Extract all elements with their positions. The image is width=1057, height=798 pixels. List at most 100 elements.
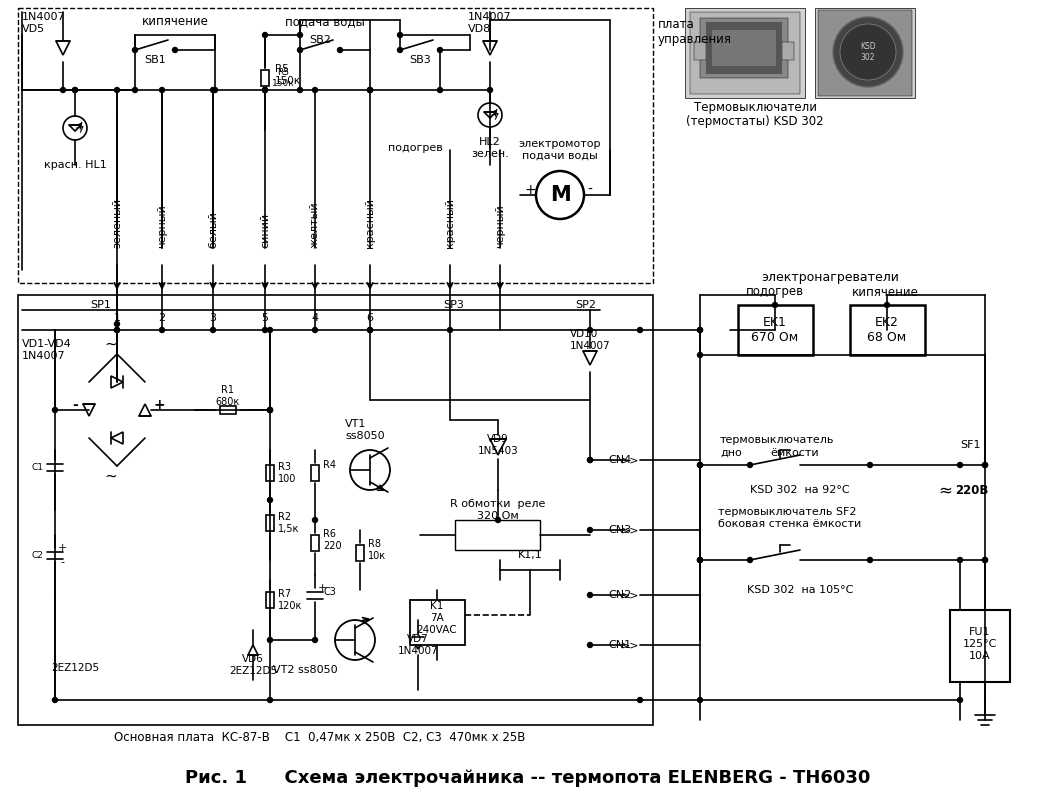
Bar: [685, 8, 805, 98]
Text: 2: 2: [159, 313, 166, 323]
Bar: [356, 545, 364, 561]
Circle shape: [73, 88, 77, 93]
Circle shape: [637, 327, 643, 333]
Circle shape: [698, 697, 703, 702]
Text: 3: 3: [209, 313, 217, 323]
Circle shape: [212, 88, 218, 93]
Circle shape: [368, 88, 372, 93]
Text: VD6
2EZ12D5: VD6 2EZ12D5: [229, 654, 277, 676]
Bar: [18, 8, 653, 283]
Text: VT2 ss8050: VT2 ss8050: [273, 665, 337, 675]
Circle shape: [698, 353, 703, 358]
Circle shape: [160, 327, 165, 333]
Circle shape: [397, 48, 403, 53]
Bar: [706, 22, 782, 74]
Circle shape: [160, 88, 165, 93]
Text: R5
150к: R5 150к: [275, 64, 301, 86]
Circle shape: [868, 558, 872, 563]
Bar: [690, 12, 800, 94]
Text: R1
680к: R1 680к: [216, 385, 240, 407]
Text: KSD 302  на 105°С: KSD 302 на 105°С: [747, 585, 853, 595]
Circle shape: [840, 24, 896, 80]
Circle shape: [262, 88, 267, 93]
Bar: [818, 10, 912, 96]
Bar: [700, 18, 789, 78]
Text: VD7
1N4007: VD7 1N4007: [397, 634, 439, 656]
Text: подогрев: подогрев: [746, 286, 804, 298]
Circle shape: [267, 497, 273, 503]
Text: черный: черный: [157, 204, 167, 248]
Circle shape: [313, 638, 317, 642]
Text: -: -: [60, 557, 64, 567]
Circle shape: [114, 327, 119, 333]
Text: 5: 5: [261, 313, 268, 323]
Circle shape: [267, 408, 273, 413]
Circle shape: [267, 327, 273, 333]
Bar: [455, 520, 540, 550]
Circle shape: [487, 88, 493, 93]
Circle shape: [588, 527, 593, 532]
Circle shape: [438, 88, 443, 93]
Circle shape: [588, 592, 593, 598]
Text: M: M: [550, 185, 571, 205]
Circle shape: [698, 327, 703, 333]
Bar: [311, 535, 319, 551]
Text: K1
7А
240VAC: K1 7А 240VAC: [416, 602, 458, 634]
Text: синий: синий: [260, 213, 270, 248]
Circle shape: [267, 638, 273, 642]
Text: SB1: SB1: [144, 55, 166, 65]
Circle shape: [114, 322, 119, 326]
Circle shape: [368, 327, 372, 333]
Circle shape: [958, 463, 963, 468]
Circle shape: [210, 88, 216, 93]
Text: 1N4007
VD8: 1N4007 VD8: [468, 12, 512, 34]
Circle shape: [267, 408, 273, 413]
Text: 6: 6: [367, 313, 373, 323]
Circle shape: [637, 697, 643, 702]
Circle shape: [60, 88, 66, 93]
Circle shape: [297, 88, 302, 93]
Circle shape: [262, 327, 267, 333]
Text: белый: белый: [208, 211, 218, 248]
Text: SB3: SB3: [409, 55, 431, 65]
Circle shape: [773, 302, 778, 307]
Circle shape: [698, 558, 703, 563]
Circle shape: [698, 463, 703, 468]
Text: +: +: [317, 583, 327, 593]
Text: >>: >>: [620, 590, 639, 600]
Circle shape: [698, 463, 703, 468]
Text: Рис. 1      Схема электрочайника -- термопота ELENBERG - TH6030: Рис. 1 Схема электрочайника -- термопота…: [185, 769, 871, 787]
Text: 220В: 220В: [956, 484, 988, 496]
Circle shape: [698, 327, 703, 333]
Text: >>: >>: [620, 455, 639, 465]
Text: R2
1,5к: R2 1,5к: [278, 512, 299, 534]
Circle shape: [747, 558, 753, 563]
Circle shape: [262, 88, 267, 93]
Circle shape: [297, 48, 302, 53]
Bar: [261, 70, 268, 86]
Circle shape: [588, 457, 593, 463]
Text: кипячение: кипячение: [142, 15, 208, 28]
Text: ≈: ≈: [938, 481, 952, 499]
Text: плата
управления: плата управления: [659, 18, 733, 46]
Circle shape: [368, 88, 372, 93]
Circle shape: [262, 88, 267, 93]
Text: подогрев: подогрев: [388, 143, 443, 153]
Text: KSD 302  на 92°С: KSD 302 на 92°С: [750, 485, 850, 495]
Bar: [18, 295, 653, 725]
Bar: [311, 465, 319, 481]
Text: SF1: SF1: [960, 440, 981, 450]
Bar: [782, 42, 794, 60]
Text: SP1: SP1: [90, 300, 111, 310]
Text: красн. HL1: красн. HL1: [43, 160, 107, 170]
Circle shape: [397, 33, 403, 38]
Bar: [950, 610, 1010, 682]
Text: K1,1: K1,1: [518, 550, 542, 560]
Text: 1: 1: [113, 313, 120, 323]
Text: -: -: [588, 183, 592, 197]
Text: ёмкости: ёмкости: [769, 448, 818, 458]
Text: SP3: SP3: [443, 300, 464, 310]
Circle shape: [313, 517, 317, 523]
Text: VT1
ss8050: VT1 ss8050: [345, 419, 385, 440]
Circle shape: [588, 642, 593, 647]
